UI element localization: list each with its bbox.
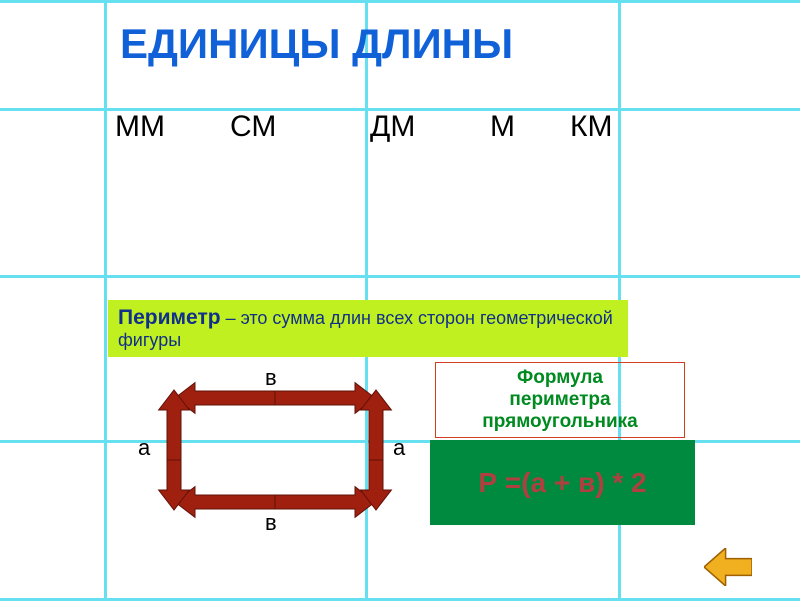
unit-label: М <box>490 110 515 144</box>
unit-label: ДМ <box>370 110 415 144</box>
side-label: а <box>393 435 405 461</box>
perimeter-formula: Р =(а + в) * 2 <box>430 440 695 525</box>
unit-label: СМ <box>230 110 276 144</box>
unit-label: ММ <box>115 110 165 144</box>
side-label: в <box>265 365 277 391</box>
page-title: ЕДИНИЦЫ ДЛИНЫ <box>120 20 513 68</box>
side-label: в <box>265 510 277 536</box>
formula-caption: Формулапериметрапрямоугольника <box>435 362 685 438</box>
unit-label: КМ <box>570 110 612 144</box>
back-button[interactable] <box>704 548 752 586</box>
perimeter-definition: Периметр – это сумма длин всех сторон ге… <box>108 300 628 357</box>
perimeter-term: Периметр <box>118 306 221 329</box>
side-label: а <box>138 435 150 461</box>
